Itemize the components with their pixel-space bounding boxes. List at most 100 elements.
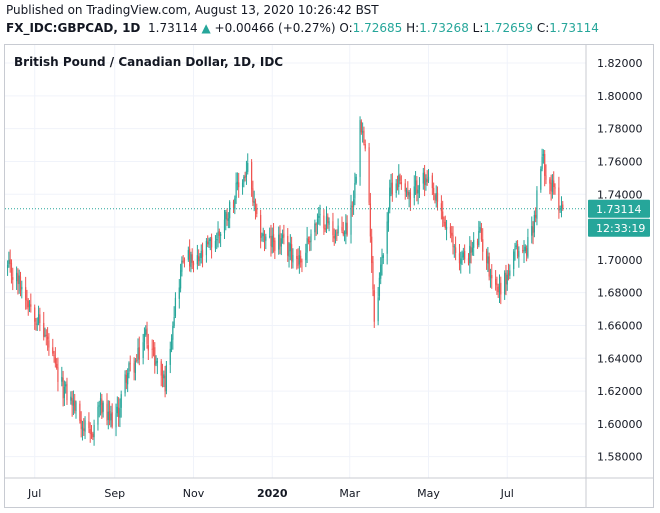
candle: [355, 173, 357, 185]
candle: [292, 248, 294, 269]
candle: [373, 284, 375, 328]
candle: [12, 267, 14, 291]
candle: [110, 405, 112, 428]
candle: [307, 236, 310, 245]
candle: [524, 244, 526, 254]
candle: [269, 227, 271, 239]
candle: [462, 247, 464, 261]
candle: [160, 359, 162, 387]
candle: [79, 400, 81, 424]
candle: [187, 246, 189, 262]
candle: [351, 201, 353, 217]
candle: [156, 357, 158, 375]
candle: [19, 271, 22, 297]
candle: [470, 240, 472, 264]
candle: [119, 398, 121, 428]
candle: [487, 246, 489, 272]
candle: [26, 289, 28, 310]
chart-frame[interactable]: [4, 44, 654, 508]
candle: [198, 249, 200, 266]
candle: [138, 336, 140, 366]
candle: [136, 354, 138, 363]
candle: [288, 242, 290, 268]
candle: [334, 229, 337, 244]
candle: [272, 223, 275, 253]
candle: [270, 224, 272, 257]
candle: [261, 232, 263, 242]
candle: [281, 229, 284, 244]
candle: [262, 227, 264, 243]
candle: [554, 183, 556, 195]
candle: [409, 188, 412, 211]
candle: [128, 361, 130, 379]
candle: [245, 160, 248, 185]
candle: [389, 179, 391, 214]
candle: [271, 227, 273, 254]
candle: [387, 207, 390, 232]
published-info: Published on TradingView.com, August 13,…: [6, 3, 379, 17]
candle: [226, 208, 228, 226]
candle: [169, 341, 171, 374]
candle: [500, 276, 502, 305]
candle: [17, 268, 19, 295]
candle: [342, 221, 344, 237]
candle: [108, 400, 111, 426]
up-triangle-icon: ▲: [201, 21, 211, 35]
candle: [183, 257, 186, 268]
candle: [353, 190, 355, 215]
candle: [21, 280, 23, 299]
candle: [253, 190, 255, 212]
candle: [417, 185, 419, 205]
candle: [506, 270, 508, 291]
candle: [196, 244, 198, 270]
price-tick-label: 1.78000: [597, 123, 643, 136]
candle: [372, 255, 374, 297]
candle: [181, 256, 183, 277]
candle: [260, 209, 262, 249]
low-label: L:: [472, 21, 484, 35]
candle: [44, 327, 46, 338]
candle: [359, 116, 361, 186]
candle: [345, 214, 347, 245]
price-tick-label: 1.82000: [597, 57, 643, 70]
candle: [427, 169, 430, 183]
candle: [92, 431, 94, 441]
candle: [542, 149, 544, 164]
candle: [256, 203, 258, 218]
candle: [99, 392, 102, 416]
candle: [405, 187, 408, 197]
close-value: 1.73114: [549, 21, 599, 35]
high-label: H:: [406, 21, 420, 35]
symbol-name[interactable]: FX_IDC:GBPCAD, 1D: [6, 21, 141, 35]
close-label: C:: [536, 21, 550, 35]
candle: [209, 236, 211, 251]
candle: [471, 241, 473, 256]
candle: [480, 222, 483, 242]
candle: [234, 195, 236, 215]
candle: [81, 420, 84, 441]
candle: [278, 226, 280, 255]
candle: [111, 403, 113, 429]
candle: [451, 225, 453, 243]
candle: [316, 213, 319, 235]
candle: [72, 390, 75, 416]
candle: [333, 228, 335, 246]
candle: [241, 179, 244, 195]
candle: [318, 206, 320, 225]
candle: [324, 224, 326, 233]
candle: [453, 244, 455, 258]
candle: [296, 249, 298, 270]
price-badge[interactable]: 1.73114: [588, 199, 650, 218]
candles-layer: [6, 116, 564, 446]
candle: [354, 172, 356, 206]
candle: [235, 172, 237, 204]
candle: [142, 333, 144, 365]
candle: [152, 339, 155, 357]
candle: [70, 391, 72, 405]
candle: [442, 200, 444, 228]
candle: [217, 221, 219, 248]
candle: [71, 390, 73, 417]
candle: [115, 403, 117, 437]
candle: [424, 164, 426, 197]
